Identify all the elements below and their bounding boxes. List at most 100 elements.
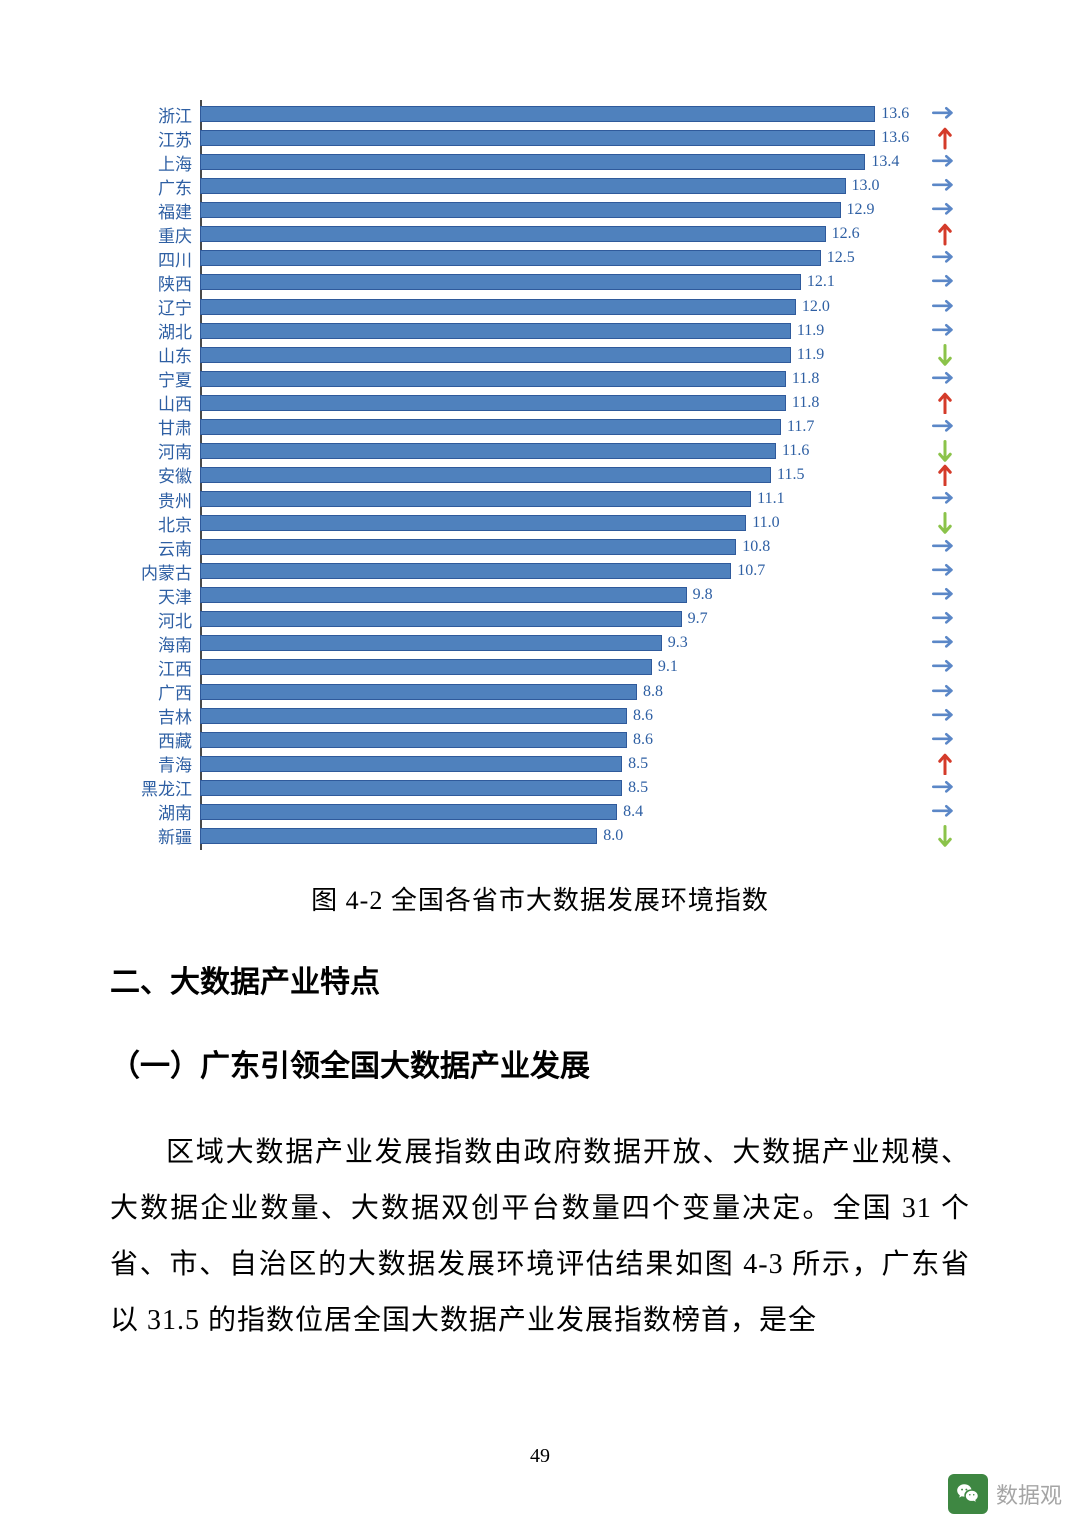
bar xyxy=(200,106,875,122)
trend-arrow-right-icon xyxy=(932,177,958,195)
trend-arrow-right-icon xyxy=(932,779,958,797)
bar-row: 宁夏11.8 xyxy=(130,369,970,389)
trend-arrow-col xyxy=(920,249,970,267)
value-label: 13.6 xyxy=(881,105,909,123)
bar xyxy=(200,323,791,339)
value-label: 8.0 xyxy=(603,827,623,845)
trend-arrow-col xyxy=(920,658,970,676)
bar-track: 12.9 xyxy=(200,202,920,218)
value-label: 13.0 xyxy=(852,177,880,195)
bar xyxy=(200,154,865,170)
category-label: 陕西 xyxy=(130,270,196,295)
bar-row: 贵州11.1 xyxy=(130,489,970,509)
bar-row: 上海13.4 xyxy=(130,152,970,172)
bar xyxy=(200,515,746,531)
bar-row: 江西9.1 xyxy=(130,657,970,677)
category-label: 湖北 xyxy=(130,318,196,343)
category-label: 海南 xyxy=(130,631,196,656)
bar xyxy=(200,756,622,772)
category-label: 甘肃 xyxy=(130,414,196,439)
trend-arrow-col xyxy=(920,490,970,508)
bar xyxy=(200,202,841,218)
trend-arrow-col xyxy=(920,634,970,652)
bar-row: 新疆8.0 xyxy=(130,826,970,846)
trend-arrow-down-icon xyxy=(936,825,954,847)
bar xyxy=(200,635,662,651)
bar-chart: 浙江13.6江苏13.6上海13.4广东13.0福建12.9重庆12.6四川12… xyxy=(130,100,970,850)
trend-arrow-right-icon xyxy=(932,538,958,556)
category-label: 山东 xyxy=(130,342,196,367)
bar-row: 福建12.9 xyxy=(130,200,970,220)
bar-track: 10.8 xyxy=(200,539,920,555)
value-label: 9.3 xyxy=(668,634,688,652)
category-label: 重庆 xyxy=(130,222,196,247)
category-label: 河南 xyxy=(130,438,196,463)
bar xyxy=(200,467,771,483)
bar-track: 12.1 xyxy=(200,274,920,290)
trend-arrow-col xyxy=(920,825,970,847)
trend-arrow-col xyxy=(920,512,970,534)
value-label: 11.8 xyxy=(792,394,819,412)
category-label: 湖南 xyxy=(130,799,196,824)
bar-row: 西藏 8.6 xyxy=(130,730,970,750)
bar-track: 13.4 xyxy=(200,154,920,170)
trend-arrow-down-icon xyxy=(936,344,954,366)
bar-row: 江苏13.6 xyxy=(130,128,970,148)
value-label: 11.7 xyxy=(787,418,814,436)
bar-track: 9.1 xyxy=(200,659,920,675)
bar-track: 8.5 xyxy=(200,780,920,796)
trend-arrow-down-icon xyxy=(936,512,954,534)
bar-track: 13.6 xyxy=(200,130,920,146)
watermark: 数据观 xyxy=(948,1474,1062,1514)
bar-track: 11.6 xyxy=(200,443,920,459)
trend-arrow-right-icon xyxy=(932,105,958,123)
bar xyxy=(200,226,826,242)
bar-row: 湖北 11.9 xyxy=(130,321,970,341)
value-label: 11.9 xyxy=(797,322,824,340)
category-label: 广东 xyxy=(130,174,196,199)
bar xyxy=(200,371,786,387)
category-label: 内蒙古 xyxy=(130,559,196,584)
bar-row: 四川12.5 xyxy=(130,248,970,268)
value-label: 9.7 xyxy=(688,610,708,628)
bar xyxy=(200,684,637,700)
bar-row: 青海8.5 xyxy=(130,754,970,774)
trend-arrow-col xyxy=(920,177,970,195)
page: 浙江13.6江苏13.6上海13.4广东13.0福建12.9重庆12.6四川12… xyxy=(0,0,1080,1409)
category-label: 浙江 xyxy=(130,102,196,127)
category-label: 西藏 xyxy=(130,727,196,752)
trend-arrow-up-icon xyxy=(936,127,954,149)
bar xyxy=(200,539,736,555)
trend-arrow-right-icon xyxy=(932,249,958,267)
bar xyxy=(200,804,617,820)
trend-arrow-col xyxy=(920,322,970,340)
bar xyxy=(200,780,622,796)
value-label: 12.6 xyxy=(832,225,860,243)
bar xyxy=(200,563,731,579)
bar xyxy=(200,708,627,724)
bar-track: 9.8 xyxy=(200,587,920,603)
bar-track: 8.5 xyxy=(200,756,920,772)
category-label: 江西 xyxy=(130,655,196,680)
trend-arrow-col xyxy=(920,273,970,291)
value-label: 11.8 xyxy=(792,370,819,388)
value-label: 8.5 xyxy=(628,755,648,773)
bar-row: 湖南8.4 xyxy=(130,802,970,822)
bar-track: 12.5 xyxy=(200,250,920,266)
value-label: 11.5 xyxy=(777,466,804,484)
bar xyxy=(200,395,786,411)
bar xyxy=(200,130,875,146)
wechat-icon xyxy=(948,1474,988,1514)
bar-track: 13.0 xyxy=(200,178,920,194)
bar xyxy=(200,587,687,603)
category-label: 贵州 xyxy=(130,487,196,512)
trend-arrow-right-icon xyxy=(932,490,958,508)
value-label: 8.6 xyxy=(633,731,653,749)
category-label: 上海 xyxy=(130,150,196,175)
category-label: 四川 xyxy=(130,246,196,271)
page-number: 49 xyxy=(0,1445,1080,1468)
bar-row: 云南10.8 xyxy=(130,537,970,557)
bar xyxy=(200,299,796,315)
bar-row: 甘肃 11.7 xyxy=(130,417,970,437)
trend-arrow-right-icon xyxy=(932,370,958,388)
